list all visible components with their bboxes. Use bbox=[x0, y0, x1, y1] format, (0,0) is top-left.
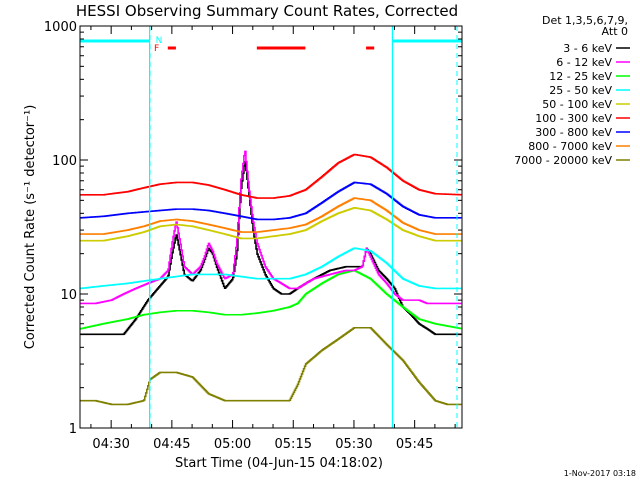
legend-header-0: Det 1,3,5,6,7,9, bbox=[542, 14, 628, 27]
legend-label-4: 50 - 100 keV bbox=[542, 98, 612, 111]
y-tick-label-3: 1000 bbox=[44, 20, 77, 35]
legend-label-3: 25 - 50 keV bbox=[549, 84, 612, 97]
y-tick-label-1: 10 bbox=[60, 288, 77, 303]
legend-header-1: Att 0 bbox=[602, 25, 628, 38]
series-line-7 bbox=[80, 197, 462, 235]
y-axis: 1 10 100 1000 bbox=[44, 20, 462, 437]
x-tick-label-3: 05:15 bbox=[275, 437, 312, 452]
legend-label-2: 12 - 25 keV bbox=[549, 70, 612, 83]
x-tick-label-4: 05:30 bbox=[335, 437, 372, 452]
series-line-1 bbox=[80, 150, 462, 305]
legend-label-0: 3 - 6 keV bbox=[563, 42, 612, 55]
series-line-5 bbox=[80, 153, 463, 199]
y-axis-label: Corrected Count Rate (s⁻¹ detector⁻¹) bbox=[23, 105, 38, 350]
x-axis: 04:30 04:45 05:00 05:15 05:30 05:45 bbox=[90, 26, 456, 452]
legend-label-5: 100 - 300 keV bbox=[535, 112, 612, 125]
y-tick-label-2: 100 bbox=[52, 154, 77, 169]
plot-area: NF bbox=[80, 26, 463, 428]
series-line-6 bbox=[80, 181, 462, 221]
legend-label-6: 300 - 800 keV bbox=[535, 126, 612, 139]
x-tick-label-0: 04:30 bbox=[92, 437, 129, 452]
night-label: N bbox=[156, 36, 163, 46]
chart-title: HESSI Observing Summary Count Rates, Cor… bbox=[76, 2, 458, 20]
x-axis-label: Start Time (04-Jun-15 04:18:02) bbox=[175, 456, 383, 471]
series-line-2 bbox=[80, 269, 463, 330]
x-tick-label-1: 04:45 bbox=[153, 437, 190, 452]
footer-timestamp: 1-Nov-2017 03:18 bbox=[564, 469, 636, 478]
flare-label: F bbox=[154, 44, 159, 54]
x-tick-label-2: 05:00 bbox=[214, 437, 251, 452]
x-tick-label-5: 05:45 bbox=[396, 437, 433, 452]
series-line-8 bbox=[80, 326, 462, 406]
y-tick-label-0: 1 bbox=[69, 422, 77, 437]
legend-label-7: 800 - 7000 keV bbox=[528, 140, 612, 153]
legend-label-1: 6 - 12 keV bbox=[556, 56, 612, 69]
legend-label-8: 7000 - 20000 keV bbox=[514, 154, 612, 167]
plot-frame bbox=[79, 25, 463, 429]
